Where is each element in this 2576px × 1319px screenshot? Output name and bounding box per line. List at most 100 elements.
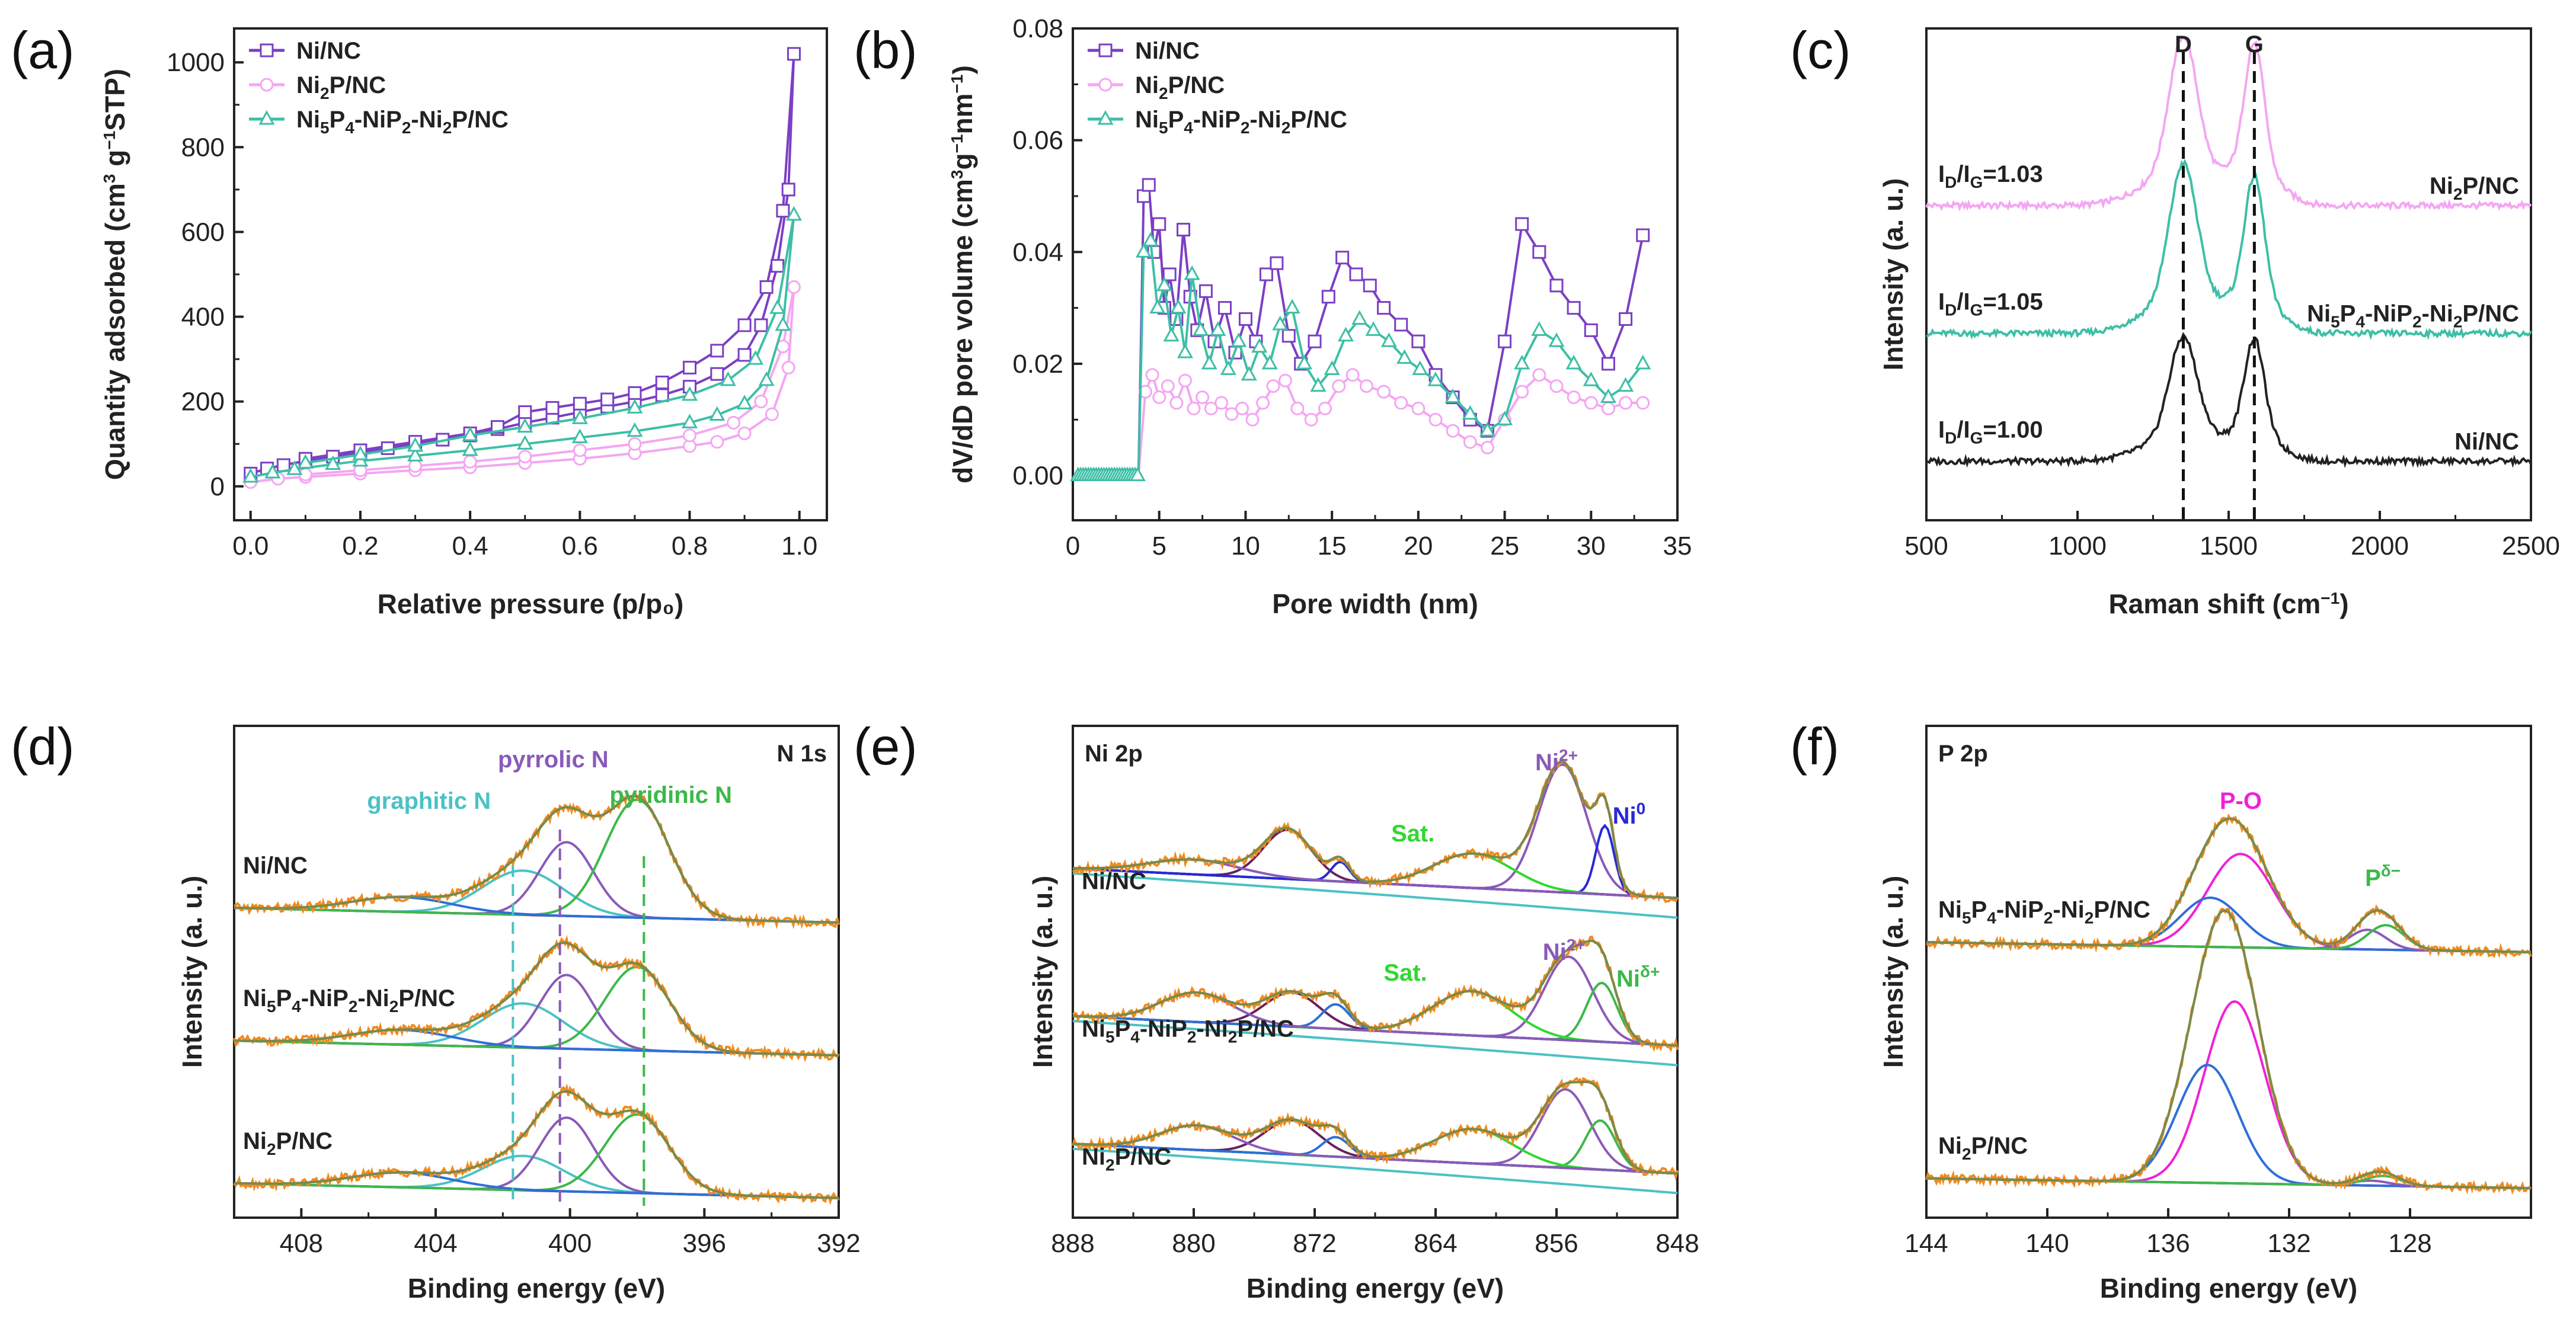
panel-c-name-ni2p-part-0: Ni [2430, 173, 2453, 199]
panel-c-ratio-1-part-2: /I [1957, 289, 1970, 315]
panel-c-ratio-1-part-3: G [1970, 301, 1983, 319]
panel-b-point [1178, 373, 1192, 388]
panel-a-point [759, 280, 774, 294]
panel-a-point [407, 437, 424, 452]
panel-d-pyridinic-2 [234, 1113, 839, 1199]
panel-f-title: P 2p [1938, 741, 1988, 767]
panel-b-point [1549, 379, 1564, 393]
panel-e-bg-0 [1072, 872, 1678, 919]
panel-b-point [1308, 334, 1322, 348]
panel-b-legend-item-2: Ni5P4-NiP2-Ni2P/NC [1135, 107, 1347, 137]
panel-a-point [517, 435, 533, 450]
panel-a-legend-item-2: Ni5P4-NiP2-Ni2P/NC [296, 107, 509, 137]
panel-a-legend-swatch-marker [258, 110, 275, 125]
panel-e-spectrum-0-envelope [1072, 760, 1678, 899]
panel-a-xtick-label: 1.0 [781, 532, 817, 561]
panel-c-xtick-label: 1000 [2048, 532, 2107, 561]
panel-b-point [1259, 267, 1273, 281]
panel-b-point [1531, 321, 1548, 336]
panel-b-ylabel-part-1: 3 [948, 169, 966, 179]
panel-f-sample-1-part-0: Ni [1938, 1133, 1962, 1159]
panel-b-xtick-label: 30 [1577, 532, 1606, 561]
panel-e-ni0: Ni0 [1613, 799, 1646, 829]
panel-a-legend-swatch-marker [260, 43, 274, 57]
panel-a-ytick-label: 400 [181, 303, 225, 332]
panel-d-ylabel: Intensity (a. u.) [177, 876, 207, 1068]
panel-f-sample-0: Ni5P4-NiP2-Ni2P/NC [1938, 897, 2150, 927]
panel-f-xtick-label: 132 [2267, 1229, 2310, 1258]
panel-b-point [1238, 312, 1252, 326]
panel-b-point [1618, 377, 1634, 392]
panel-e-xtick-label: 848 [1655, 1229, 1699, 1258]
panel-b-point [1515, 385, 1529, 399]
panel-b-point [1337, 326, 1354, 342]
panel-b-point [1532, 245, 1546, 259]
panel-a-point [571, 428, 588, 443]
panel-e-ni2-mid: Ni2+ [1543, 936, 1586, 965]
panel-b-point [1349, 267, 1363, 281]
panel-a-ylabel-part-4: STP) [100, 69, 130, 131]
panel-d-xtick-label: 408 [280, 1229, 323, 1258]
panel-e-ni2-mid-part-0: Ni [1543, 939, 1567, 965]
panel-b-point [1480, 440, 1494, 454]
panel-a-point [463, 454, 477, 469]
panel-f-sample-1-part-2: P/NC [1971, 1133, 2028, 1159]
panel-a-legend-item-1: Ni2P/NC [296, 72, 386, 103]
panel-e-peak-0-3 [1072, 828, 1678, 899]
panel-b-point [1215, 396, 1229, 410]
panel-b-point [1601, 401, 1615, 415]
panel-b-point [1210, 321, 1226, 336]
panel-b-legend-item-1: Ni2P/NC [1135, 72, 1225, 103]
panel-c-xlabel-part-1: −1 [2321, 589, 2340, 607]
panel-e-sample-0: Ni/NC [1082, 869, 1146, 895]
panel-a-point [737, 426, 752, 440]
panel-d-spectrum-2-envelope [234, 1090, 839, 1199]
panel-e-bg-2 [1072, 1147, 1678, 1195]
panel-a-ytick-label: 1000 [167, 48, 225, 77]
panel-a-xtick-label: 0.0 [232, 532, 269, 561]
panel-f-sample-1: Ni2P/NC [1938, 1133, 2028, 1163]
panel-a-point [517, 418, 533, 433]
panel-d-sample-2-part-1: 2 [267, 1140, 276, 1158]
panel-c-spectrum-1 [1926, 158, 2532, 341]
panel-b-legend-item-2-part-5: 2 [1241, 119, 1250, 137]
panel-c-name-hybrid: Ni5P4-NiP2-Ni2P/NC [2307, 301, 2519, 331]
panel-b-xlabel: Pore width (nm) [1272, 588, 1478, 619]
panel-e-sample-2-part-0: Ni [1082, 1144, 1105, 1170]
panel-e-nidelta-part-1: δ+ [1640, 962, 1660, 981]
panel-a-ylabel-part-0: Quantity adsorbed (cm [100, 183, 130, 480]
panel-b-xtick-label: 5 [1152, 532, 1166, 561]
panel-f-xtick-label: 128 [2388, 1229, 2431, 1258]
panel-d-sample-1-part-1: 5 [267, 997, 276, 1016]
panel-b-point [1444, 388, 1461, 403]
panel-d-sample-1-part-7: 2 [389, 997, 399, 1016]
panel-c-xlabel: Raman shift (cm−1) [2108, 588, 2348, 619]
panel-b-point [1245, 412, 1260, 427]
panel-b-ylabel-part-2: g [947, 153, 978, 169]
panel-a-legend-item-1-part-0: Ni [296, 72, 320, 98]
panel-b-point [1251, 338, 1268, 353]
panel-a-legend-item-1-part-1: 2 [320, 84, 330, 103]
panel-c-xlabel-part-0: Raman shift (cm [2108, 588, 2321, 619]
panel-c-spectrum-2 [1926, 332, 2532, 469]
panel-c-ratio-2-part-4: =1.00 [1983, 417, 2043, 443]
panel-c-ratio-1-part-0: I [1938, 289, 1945, 315]
panel-a-ylabel-part-1: 3 [100, 174, 119, 184]
panel-d-label: (d) [11, 717, 75, 776]
panel-f-xlabel: Binding energy (eV) [2100, 1273, 2357, 1304]
panel-a-ytick-label: 200 [181, 388, 225, 417]
panel-a-point [709, 406, 726, 421]
panel-b-legend-item-2-part-3: 4 [1184, 119, 1193, 137]
panel-b-point [1136, 189, 1150, 203]
panel-a-xtick-label: 0.8 [672, 532, 708, 561]
panel-e-spectrum-1-envelope [1072, 939, 1678, 1047]
panel-b-legend-swatch-marker [1097, 110, 1114, 125]
panel-b-legend-swatch-marker [1098, 43, 1113, 57]
panel-c-name-hybrid-part-3: 4 [2356, 313, 2365, 331]
panel-b-point [1304, 412, 1318, 427]
panel-a-point [462, 441, 478, 456]
panel-b-point [1184, 265, 1200, 280]
panel-b-point [1600, 388, 1616, 403]
panel-b-ytick-label: 0.08 [1012, 14, 1063, 43]
